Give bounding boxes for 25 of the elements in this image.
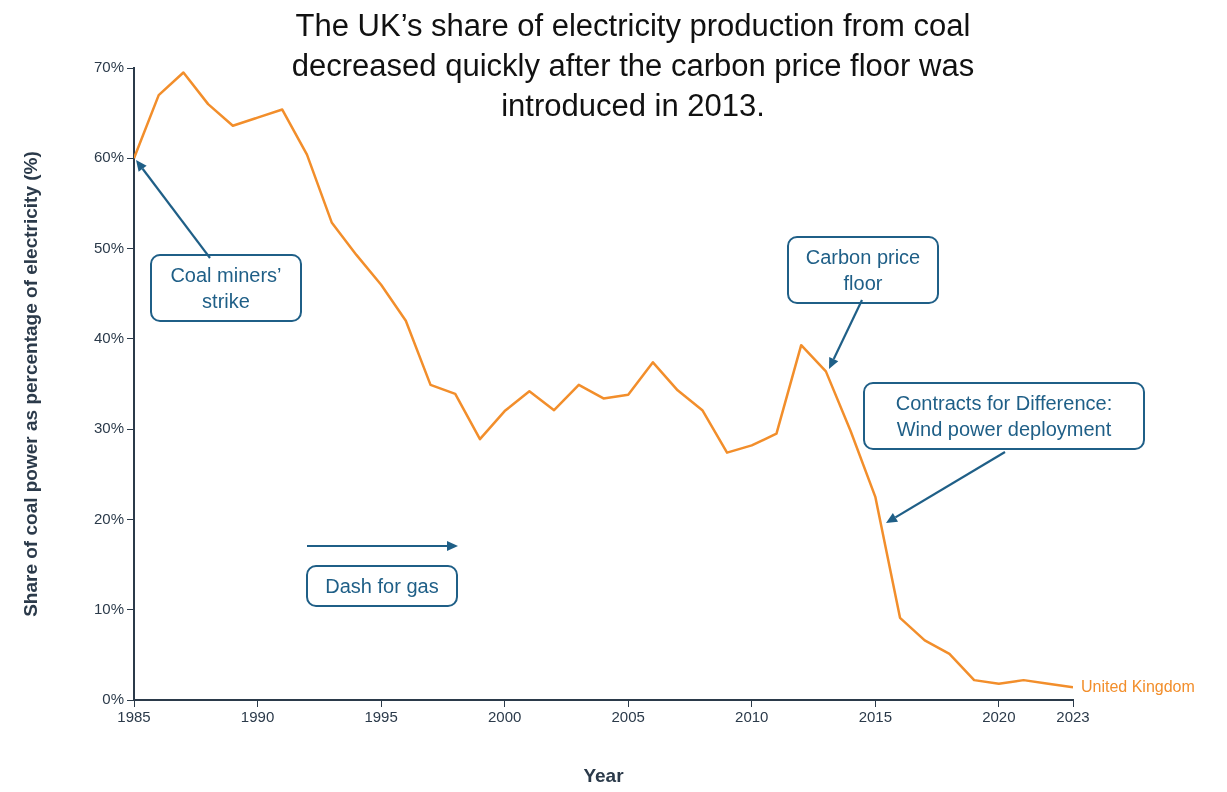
y-tick-label: 70% [93, 58, 124, 76]
x-tick-label: 2023 [1056, 708, 1090, 726]
y-tick-label: 40% [93, 329, 124, 346]
annotation: Contracts for Difference: Wind power deployment [863, 382, 1145, 450]
x-tick-label: 2020 [982, 708, 1016, 726]
y-tick-label: 0% [102, 690, 124, 708]
x-tick-label: 2000 [487, 708, 522, 726]
y-axis-title: Share of coal power as percentage of electricity (%) [19, 151, 41, 617]
annotation: Dash for gas [306, 565, 458, 607]
x-tick-label: 2010 [735, 708, 769, 726]
y-tick-label: 50% [93, 238, 124, 256]
x-tick-label: 1985 [117, 708, 151, 726]
x-tick-label: 2015 [858, 708, 892, 726]
series-label: United Kingdom [1081, 677, 1195, 695]
x-tick-label: 1995 [364, 708, 398, 726]
annotation: Carbon price floor [787, 236, 939, 304]
y-tick-label: 60% [93, 148, 124, 166]
annotation: Coal miners’ strike [150, 254, 302, 322]
x-tick-label: 2005 [611, 708, 645, 726]
y-tick-label: 30% [93, 419, 124, 437]
y-tick-label: 10% [93, 599, 124, 617]
x-tick-label: 1990 [240, 708, 275, 726]
chart-title: The UK’s share of electricity production from coal decreased quickly after the carbon price floor was introduced in 2013. [290, 7, 976, 125]
x-axis-title: Year [583, 764, 625, 786]
y-tick-label: 20% [93, 509, 124, 527]
